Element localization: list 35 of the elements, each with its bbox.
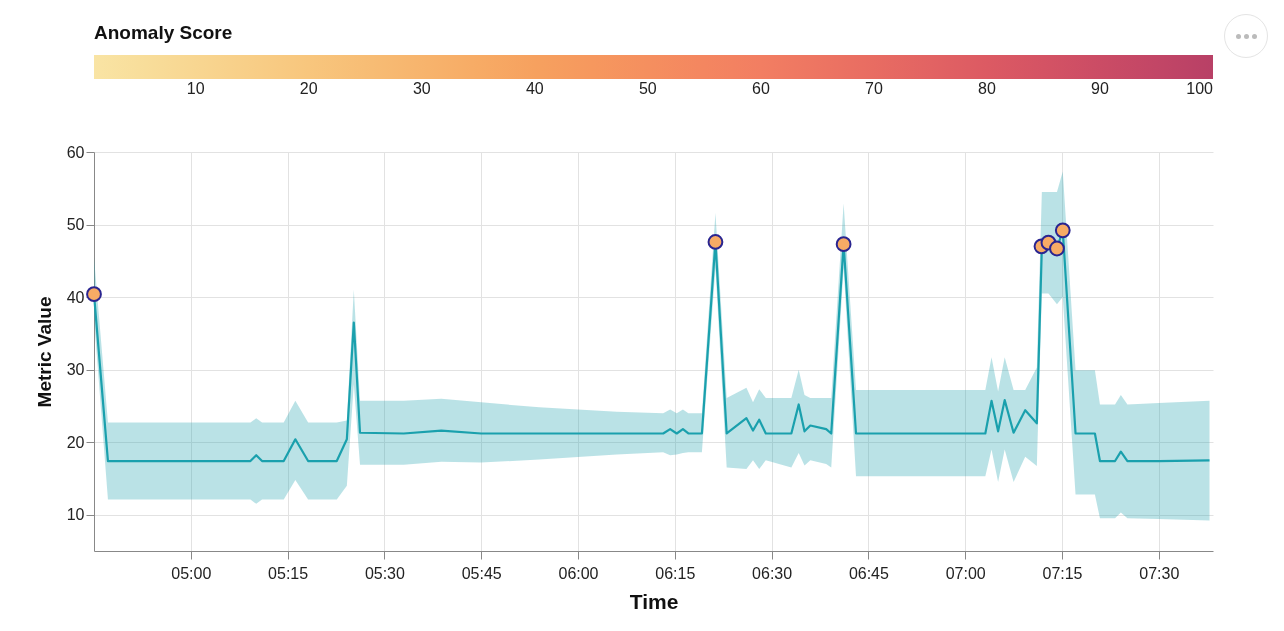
x-tick-label: 07:15	[1042, 564, 1083, 582]
x-tick-label: 06:15	[655, 564, 696, 582]
point	[1054, 222, 1071, 239]
point	[835, 236, 852, 253]
x-tick-label: 05:30	[364, 564, 406, 582]
x-tick-label: 05:00	[171, 564, 212, 582]
y-tick-label: 10	[66, 506, 85, 524]
y-tick-label: 60	[66, 143, 85, 161]
y-tick-label: 20	[66, 433, 85, 451]
y-axis-title: Metric Value	[33, 296, 55, 408]
x-tick-label: 05:45	[461, 564, 502, 582]
color-bar-label: 30	[412, 80, 431, 97]
color-bar-label: 20	[299, 80, 318, 97]
color-bar-title: Anomaly Score	[94, 22, 233, 43]
color-bar-label: 60	[751, 80, 770, 97]
x-tick-label: 07:00	[945, 564, 986, 582]
point	[86, 286, 102, 303]
color-bar-label: 90	[1091, 80, 1109, 97]
color-bar-label: 10	[186, 80, 205, 97]
color-bar-label: 70	[865, 80, 883, 97]
y-tick-label: 50	[66, 216, 85, 234]
color-bar-label: 40	[525, 80, 544, 97]
x-tick-label: 06:30	[752, 564, 793, 582]
point	[707, 234, 724, 250]
x-tick-label: 07:30	[1139, 564, 1180, 582]
point	[1049, 240, 1065, 257]
color-bar-label: 50	[638, 80, 657, 97]
color-bar-label: 80	[978, 80, 996, 97]
x-tick-label: 06:45	[848, 564, 890, 582]
y-tick-label: 40	[66, 288, 85, 306]
y-tick-label: 30	[66, 361, 85, 379]
x-axis-title: Time	[629, 589, 679, 613]
x-tick-label: 05:15	[268, 564, 309, 582]
color-bar-label: 100	[1186, 80, 1214, 97]
x-tick-label: 06:00	[558, 564, 599, 582]
